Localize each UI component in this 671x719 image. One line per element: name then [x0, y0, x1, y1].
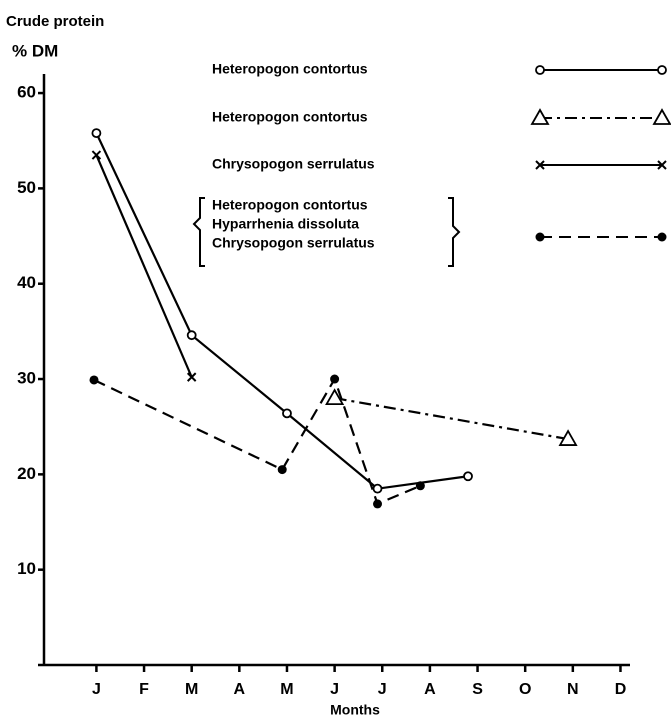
series-line [334, 397, 569, 441]
point [89, 375, 99, 385]
x-tick-label: M [185, 681, 198, 698]
point [372, 499, 382, 509]
x-axis-label: Months [330, 702, 380, 718]
x-tick-label: J [378, 681, 387, 698]
y-tick-label: 10 [17, 559, 36, 578]
series-line [93, 376, 421, 506]
legend-brace-right [448, 197, 461, 267]
x-tick-label: A [234, 681, 246, 698]
point [91, 128, 102, 139]
point [186, 330, 197, 341]
x-tick-label: O [519, 681, 531, 698]
legend-label: Heteropogon contortus [212, 109, 368, 125]
legend-marker [652, 108, 671, 125]
point [415, 481, 425, 491]
x-tick-label: D [615, 681, 627, 698]
legend-marker [657, 232, 667, 242]
x-tick-label: S [472, 681, 483, 698]
legend-label: Hyparrhenia dissoluta [212, 216, 359, 232]
x-tick-label: F [139, 681, 149, 698]
x-tick-label: J [330, 681, 339, 698]
y-tick-label: 40 [17, 273, 36, 292]
x-tick-label: J [92, 681, 101, 698]
series-line [95, 154, 193, 378]
legend-marker [657, 65, 667, 75]
y-tick-label: 30 [17, 369, 36, 388]
chart-title: Crude protein [6, 13, 104, 30]
legend-label: Heteropogon contortus [212, 61, 368, 77]
legend-marker [657, 160, 667, 170]
x-tick-label: M [280, 681, 293, 698]
point [372, 483, 383, 494]
series-line [95, 132, 469, 490]
legend-marker [535, 232, 545, 242]
y-tick-label: 50 [17, 178, 36, 197]
point [186, 372, 197, 382]
legend-marker [535, 160, 545, 170]
point [277, 465, 287, 475]
point [91, 150, 102, 160]
x-tick-label: A [424, 681, 436, 698]
legend-label: Heteropogon contortus [212, 197, 368, 213]
legend-marker [535, 65, 545, 75]
y-axis-label: % DM [12, 41, 58, 60]
y-tick-label: 60 [17, 83, 36, 102]
point [558, 429, 578, 446]
point [330, 374, 340, 384]
point [325, 388, 345, 405]
legend-marker [530, 108, 550, 125]
point [282, 408, 292, 419]
point [463, 471, 473, 482]
legend-brace-left [192, 197, 205, 267]
x-tick-label: N [567, 681, 579, 698]
y-tick-label: 20 [17, 464, 36, 483]
legend-label: Chrysopogon serrulatus [212, 235, 375, 251]
legend-label: Chrysopogon serrulatus [212, 156, 375, 172]
